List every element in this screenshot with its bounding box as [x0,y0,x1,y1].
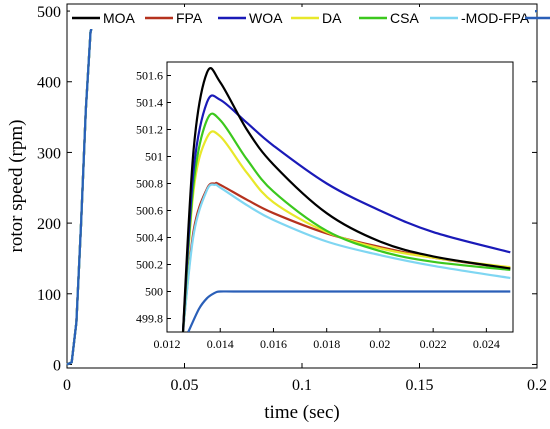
inset-series-woa-line [181,94,511,332]
inset-y-tick-label: 501 [145,150,163,164]
legend-label-woa: WOA [249,10,283,26]
inset-series-moa-line [181,67,511,332]
main-x-tick-label: 0.15 [406,377,434,394]
legend-label-fpa: FPA [176,10,203,26]
inset-y-tick-label: 501.6 [136,69,163,83]
main-x-tick-label: 0 [63,377,71,394]
inset-x-tick-label: 0.012 [154,337,181,351]
inset-y-tick-label: 500.8 [136,177,163,191]
inset-x-tick-label: 0.014 [207,337,234,351]
inset-series-mod-fpa-line [181,183,511,332]
inset-x-tick-label: 0.018 [313,337,340,351]
inset-series-csa-line [181,112,511,332]
main-y-tick-label: 500 [37,4,61,21]
inset-y-tick-label: 500 [145,285,163,299]
inset-series-ref-line [187,290,511,332]
inset-y-tick-label: 500.2 [136,258,163,272]
inset-x-tick-label: 0.022 [420,337,447,351]
main-y-tick-label: 300 [37,145,61,162]
inset-ticks: 0.012 0.014 0.016 0.018 0.02 0.022 0.024 499.8 5… [136,69,500,352]
main-x-tick-label: 0.05 [171,377,199,394]
inset-x-tick-label: 0.02 [369,337,390,351]
inset-curves [181,67,511,332]
inset-y-tick-label: 501.4 [136,96,163,110]
inset-plot-frame [166,61,514,333]
legend-label-mod-fpa: -MOD-FPA [461,10,530,26]
legend-label-moa: MOA [103,10,136,26]
main-y-tick-label: 100 [37,287,61,304]
main-y-tick-label: 0 [53,357,61,374]
legend-label-csa: CSA [390,10,419,26]
inset-y-tick-label: 500.6 [136,204,163,218]
inset-y-tick-label: 499.8 [136,312,163,326]
inset-y-tick-label: 500.4 [136,231,163,245]
main-ticks: 0 0.05 0.1 0.15 0.2 0 100 200 300 400 500 [37,4,547,394]
x-axis-label: time (sec) [264,402,339,423]
main-y-tick-label: 200 [37,216,61,233]
main-x-tick-label: 0.2 [527,377,547,394]
legend-label-da: DA [322,10,342,26]
y-axis-label: rotor speed (rpm) [6,120,27,253]
inset-x-tick-label: 0.016 [260,337,287,351]
inset-axes: 0.012 0.014 0.016 0.018 0.02 0.022 0.024 499.8 5… [136,61,514,352]
main-x-tick-label: 0.1 [292,377,312,394]
inset-y-tick-label: 501.2 [136,123,163,137]
inset-x-tick-label: 0.024 [473,337,500,351]
main-y-tick-label: 400 [37,75,61,92]
